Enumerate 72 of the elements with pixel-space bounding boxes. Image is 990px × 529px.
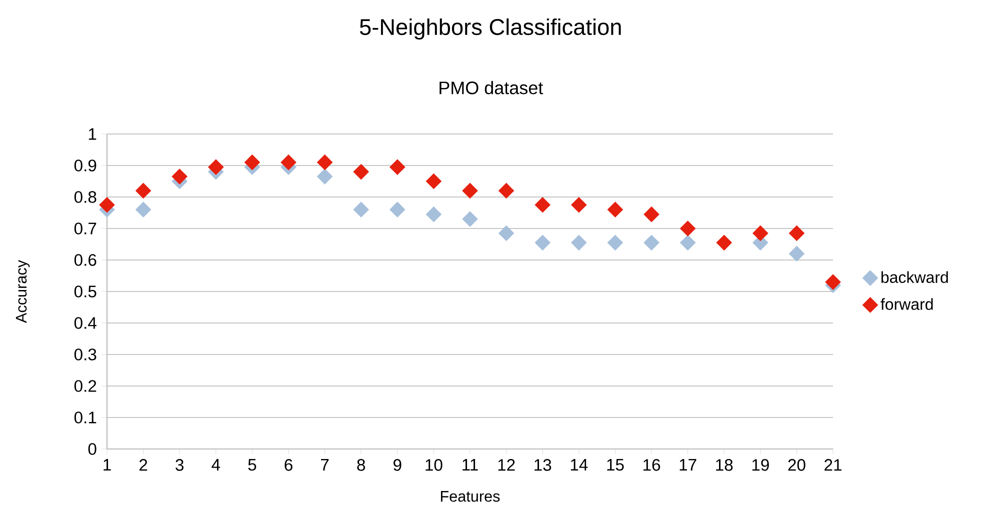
- point: [607, 202, 624, 218]
- y-tick-label: 0.9: [74, 160, 96, 172]
- x-tick-label: 1: [104, 459, 111, 471]
- x-tick-label: 2: [140, 459, 148, 471]
- chart-subtitle: PMO dataset: [440, 81, 544, 94]
- x-tick-label: 5: [248, 459, 256, 471]
- y-tick-label: 0: [88, 443, 96, 455]
- legend-label: forward: [880, 298, 933, 310]
- point: [353, 164, 369, 180]
- x-tick-label: 19: [752, 459, 769, 471]
- x-tick-label: 9: [394, 459, 402, 471]
- point: [788, 246, 805, 262]
- x-tick-label: 18: [716, 459, 733, 471]
- y-tick-label: 0.7: [74, 222, 96, 234]
- point: [316, 154, 333, 170]
- x-tick-label: 4: [212, 459, 220, 471]
- point: [825, 274, 841, 290]
- x-tick-label: 12: [498, 459, 515, 471]
- x-axis-title: Features: [441, 491, 500, 502]
- point: [135, 182, 152, 199]
- point: [426, 173, 442, 190]
- y-tick-label: 0.8: [74, 191, 96, 203]
- y-tick-label: 0.6: [74, 254, 96, 266]
- y-axis-title: Accuracy: [16, 260, 30, 324]
- point: [644, 206, 660, 222]
- point: [172, 168, 188, 184]
- point: [571, 234, 587, 250]
- legend-label: backward: [881, 271, 948, 283]
- x-tick-label: 13: [534, 459, 552, 471]
- point: [498, 225, 514, 242]
- point: [390, 159, 406, 175]
- x-tick-label: 11: [462, 459, 478, 471]
- point: [135, 202, 152, 218]
- y-tick-label: 0.2: [74, 380, 96, 392]
- x-tick-label: 8: [357, 459, 366, 471]
- x-tick-label: 15: [607, 459, 624, 471]
- y-tick-label: 0.4: [74, 317, 96, 329]
- point: [534, 234, 550, 250]
- y-tick-label: 1: [88, 128, 96, 140]
- y-tick-label: 0.3: [74, 348, 96, 360]
- point: [752, 225, 768, 242]
- point: [716, 234, 732, 250]
- x-tick-label: 3: [176, 459, 184, 471]
- point: [571, 197, 587, 213]
- y-tick-label: 0.1: [74, 412, 96, 424]
- point: [462, 211, 478, 227]
- x-tick-label: 21: [824, 459, 842, 471]
- x-tick-label: 7: [321, 459, 329, 471]
- point: [280, 154, 296, 170]
- x-tick-label: 14: [570, 459, 588, 471]
- x-tick-label: 10: [426, 459, 442, 471]
- point: [462, 182, 478, 199]
- point: [680, 234, 696, 250]
- y-tick-label: 0.5: [74, 286, 96, 298]
- point: [607, 234, 624, 250]
- point: [426, 206, 442, 222]
- x-tick-label: 6: [284, 459, 292, 471]
- chart-title: 5-Neighbors Classification: [360, 18, 621, 40]
- x-tick-label: 17: [680, 459, 696, 471]
- point: [680, 220, 696, 236]
- point: [788, 225, 805, 242]
- x-tick-label: 20: [788, 459, 806, 471]
- point: [644, 234, 660, 250]
- x-tick-label: 16: [644, 459, 660, 471]
- point: [244, 154, 260, 170]
- point: [353, 202, 369, 218]
- point: [390, 202, 406, 218]
- point: [498, 182, 514, 199]
- point: [534, 197, 550, 213]
- point: [208, 159, 224, 175]
- point: [316, 168, 333, 184]
- point: [99, 197, 115, 213]
